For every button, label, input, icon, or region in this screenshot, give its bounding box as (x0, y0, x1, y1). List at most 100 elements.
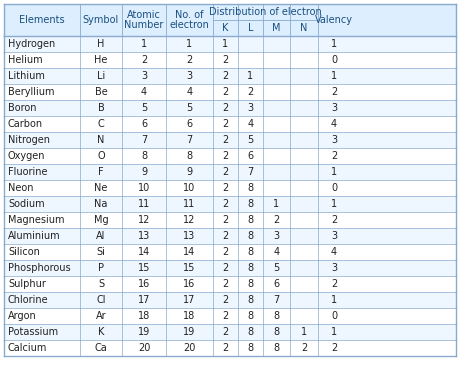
Text: N: N (97, 135, 105, 145)
Text: 2: 2 (300, 343, 307, 353)
Text: 8: 8 (247, 311, 253, 321)
Text: 1: 1 (222, 39, 228, 49)
Text: 2: 2 (222, 151, 228, 161)
Text: N: N (300, 23, 307, 33)
Text: 8: 8 (247, 295, 253, 305)
Text: Nitrogen: Nitrogen (8, 135, 50, 145)
Text: 2: 2 (222, 327, 228, 337)
Text: 1: 1 (273, 199, 279, 209)
Text: H: H (97, 39, 105, 49)
Text: Atomic: Atomic (127, 10, 161, 20)
Text: K: K (222, 23, 228, 33)
Text: 8: 8 (247, 279, 253, 289)
Text: 2: 2 (222, 279, 228, 289)
Text: Number: Number (124, 20, 163, 30)
Text: 8: 8 (247, 327, 253, 337)
Text: 10: 10 (138, 183, 150, 193)
Bar (4, 116, 455, 132)
Text: 2: 2 (186, 55, 192, 65)
Text: Aluminium: Aluminium (8, 231, 61, 241)
Text: Oxygen: Oxygen (8, 151, 45, 161)
Text: 2: 2 (222, 55, 228, 65)
Text: Argon: Argon (8, 311, 37, 321)
Text: F: F (98, 167, 104, 177)
Text: 18: 18 (183, 311, 195, 321)
Text: 8: 8 (273, 343, 279, 353)
Text: 2: 2 (222, 167, 228, 177)
Text: 1: 1 (247, 71, 253, 81)
Text: 5: 5 (247, 135, 253, 145)
Bar (4, 148, 455, 164)
Text: 7: 7 (186, 135, 192, 145)
Text: 1: 1 (300, 327, 307, 337)
Text: 9: 9 (140, 167, 147, 177)
Text: 2: 2 (222, 119, 228, 129)
Text: 8: 8 (247, 343, 253, 353)
Text: 6: 6 (247, 151, 253, 161)
Text: 6: 6 (186, 119, 192, 129)
Text: 2: 2 (222, 343, 228, 353)
Text: 2: 2 (222, 295, 228, 305)
Text: 8: 8 (273, 311, 279, 321)
Bar (4, 260, 455, 276)
Text: 1: 1 (186, 39, 192, 49)
Text: 14: 14 (138, 247, 150, 257)
Text: Ar: Ar (95, 311, 106, 321)
Text: 6: 6 (140, 119, 147, 129)
Text: 0: 0 (330, 55, 336, 65)
Text: 2: 2 (222, 71, 228, 81)
Bar (4, 324, 455, 340)
Bar (4, 68, 455, 84)
Text: Mg: Mg (94, 215, 108, 225)
Text: 15: 15 (138, 263, 150, 273)
Text: Valency: Valency (314, 15, 352, 25)
Text: Symbol: Symbol (83, 15, 119, 25)
Text: 8: 8 (247, 183, 253, 193)
Text: Ne: Ne (94, 183, 107, 193)
Text: Silicon: Silicon (8, 247, 40, 257)
Text: 6: 6 (273, 279, 279, 289)
Text: Helium: Helium (8, 55, 43, 65)
Text: No. of: No. of (175, 10, 203, 20)
Text: 2: 2 (222, 103, 228, 113)
Bar (4, 4, 455, 36)
Bar (4, 52, 455, 68)
Text: 14: 14 (183, 247, 195, 257)
Text: 2: 2 (330, 343, 336, 353)
Text: 3: 3 (330, 103, 336, 113)
Text: Li: Li (97, 71, 105, 81)
Text: 8: 8 (247, 263, 253, 273)
Text: Beryllium: Beryllium (8, 87, 54, 97)
Text: 2: 2 (140, 55, 147, 65)
Text: Neon: Neon (8, 183, 34, 193)
Text: Ca: Ca (95, 343, 107, 353)
Text: 8: 8 (273, 327, 279, 337)
Text: He: He (94, 55, 107, 65)
Text: 8: 8 (247, 215, 253, 225)
Text: O: O (97, 151, 105, 161)
Text: 1: 1 (140, 39, 147, 49)
Bar (4, 84, 455, 100)
Text: 4: 4 (273, 247, 279, 257)
Text: 2: 2 (330, 215, 336, 225)
Bar (4, 196, 455, 212)
Text: 4: 4 (330, 247, 336, 257)
Bar (4, 100, 455, 116)
Bar (4, 340, 455, 356)
Text: 0: 0 (330, 311, 336, 321)
Text: L: L (247, 23, 253, 33)
Text: 5: 5 (273, 263, 279, 273)
Text: 7: 7 (273, 295, 279, 305)
Text: 20: 20 (138, 343, 150, 353)
Text: 8: 8 (140, 151, 147, 161)
Text: Sodium: Sodium (8, 199, 45, 209)
Text: 1: 1 (330, 71, 336, 81)
Text: Phosphorous: Phosphorous (8, 263, 71, 273)
Text: 19: 19 (183, 327, 195, 337)
Text: 10: 10 (183, 183, 195, 193)
Bar (4, 164, 455, 180)
Bar (4, 212, 455, 228)
Text: Magnesium: Magnesium (8, 215, 64, 225)
Text: 4: 4 (186, 87, 192, 97)
Text: 8: 8 (186, 151, 192, 161)
